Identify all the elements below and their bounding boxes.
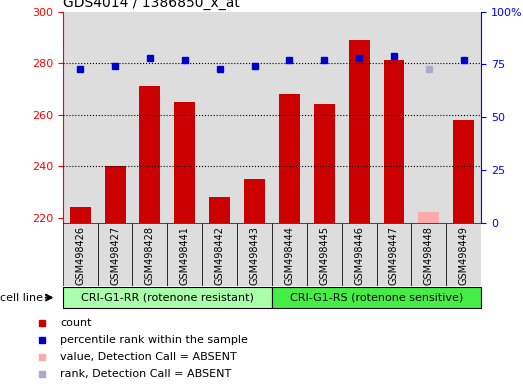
Bar	[174, 102, 195, 223]
Bar	[342, 12, 377, 223]
Bar	[307, 223, 342, 286]
Bar	[98, 12, 132, 223]
Text: GSM498441: GSM498441	[180, 226, 190, 285]
Bar	[272, 287, 481, 308]
Bar	[63, 12, 98, 223]
Text: GSM498442: GSM498442	[214, 226, 225, 285]
Bar	[98, 223, 132, 286]
Bar	[202, 223, 237, 286]
Bar	[412, 12, 446, 223]
Text: GDS4014 / 1386850_x_at: GDS4014 / 1386850_x_at	[63, 0, 240, 10]
Text: GSM498449: GSM498449	[459, 226, 469, 285]
Bar	[453, 120, 474, 223]
Text: CRI-G1-RS (rotenone sensitive): CRI-G1-RS (rotenone sensitive)	[290, 293, 463, 303]
Bar	[446, 12, 481, 223]
Text: GSM498445: GSM498445	[319, 226, 329, 285]
Text: GSM498426: GSM498426	[75, 226, 85, 285]
Text: rank, Detection Call = ABSENT: rank, Detection Call = ABSENT	[60, 369, 231, 379]
Bar	[244, 179, 265, 223]
Bar	[132, 12, 167, 223]
Bar	[377, 12, 412, 223]
Bar	[279, 94, 300, 223]
Bar	[209, 197, 230, 223]
Text: cell line: cell line	[0, 293, 43, 303]
Text: CRI-G1-RR (rotenone resistant): CRI-G1-RR (rotenone resistant)	[81, 293, 254, 303]
Bar	[377, 223, 412, 286]
Bar	[272, 223, 307, 286]
Text: count: count	[60, 318, 92, 328]
Text: GSM498448: GSM498448	[424, 226, 434, 285]
Bar	[314, 104, 335, 223]
Bar	[237, 223, 272, 286]
Text: value, Detection Call = ABSENT: value, Detection Call = ABSENT	[60, 352, 237, 362]
Bar	[342, 223, 377, 286]
Bar	[63, 223, 98, 286]
Bar	[412, 223, 446, 286]
Bar	[446, 223, 481, 286]
Text: GSM498446: GSM498446	[354, 226, 364, 285]
Bar	[132, 223, 167, 286]
Text: GSM498444: GSM498444	[285, 226, 294, 285]
Bar	[167, 223, 202, 286]
Bar	[140, 86, 161, 223]
Bar	[272, 12, 307, 223]
Text: GSM498428: GSM498428	[145, 226, 155, 285]
Bar	[167, 12, 202, 223]
Bar	[202, 12, 237, 223]
Text: percentile rank within the sample: percentile rank within the sample	[60, 335, 248, 345]
Bar	[349, 40, 370, 223]
Bar	[307, 12, 342, 223]
Text: GSM498443: GSM498443	[249, 226, 259, 285]
Text: GSM498427: GSM498427	[110, 226, 120, 285]
Text: GSM498447: GSM498447	[389, 226, 399, 285]
Bar	[70, 207, 90, 223]
Bar	[383, 60, 404, 223]
Bar	[105, 166, 126, 223]
Bar	[237, 12, 272, 223]
Bar	[63, 287, 272, 308]
Bar	[418, 212, 439, 223]
